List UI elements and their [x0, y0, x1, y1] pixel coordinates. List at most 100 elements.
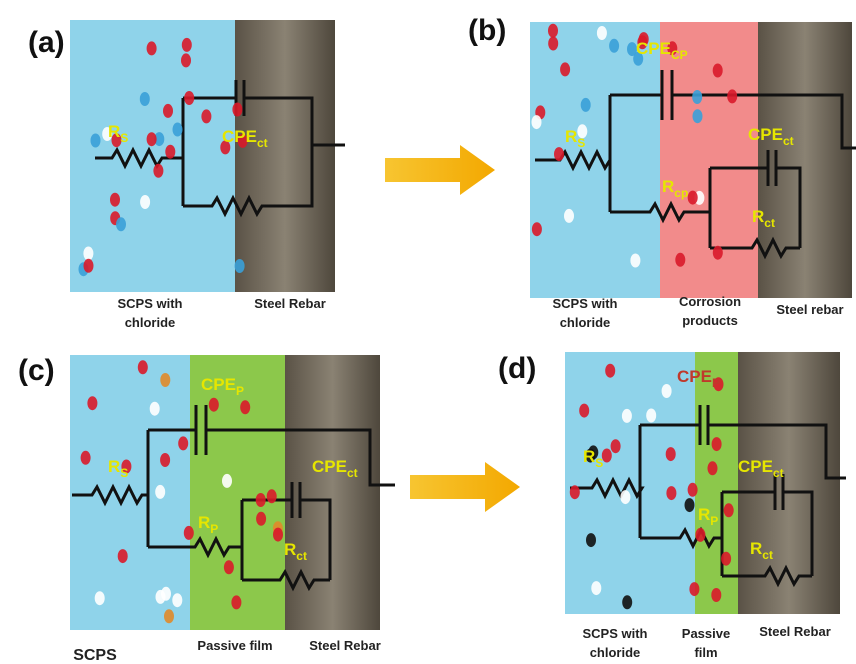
component-label: Rct: [750, 539, 773, 562]
particle: [80, 450, 91, 465]
transition-arrow: [410, 462, 520, 512]
particle: [646, 408, 657, 423]
region-label: Passive film: [197, 638, 272, 653]
particle: [633, 51, 644, 66]
particle: [605, 363, 616, 378]
particle: [165, 144, 176, 159]
component-subscript: P: [712, 376, 720, 390]
region-label: SCPS: [73, 647, 117, 664]
transition-arrow: [385, 145, 495, 195]
component-symbol: R: [565, 127, 577, 146]
particle: [622, 595, 633, 610]
particle: [687, 482, 698, 497]
particle: [667, 41, 678, 56]
component-label: Rct: [284, 540, 307, 563]
region-label: chloride: [125, 315, 176, 330]
panel-label: (c): [18, 354, 55, 387]
particle: [121, 459, 132, 474]
particle: [621, 408, 632, 423]
component-symbol: R: [752, 207, 764, 226]
solution-region: [70, 355, 190, 630]
component-subscript: ct: [773, 466, 784, 480]
particle: [160, 373, 171, 387]
component-symbol: CPE: [312, 457, 347, 476]
particle: [548, 36, 559, 51]
particle: [665, 447, 676, 462]
component-subscript: ct: [257, 136, 268, 150]
particle: [110, 192, 120, 207]
component-symbol: R: [750, 539, 762, 558]
particle: [153, 163, 164, 178]
particle: [184, 91, 195, 105]
particle: [711, 437, 722, 452]
region-label: chloride: [590, 645, 641, 660]
particle: [237, 133, 248, 148]
corrosion-region: [660, 22, 758, 298]
particle: [94, 591, 105, 606]
particle: [222, 473, 232, 488]
particle: [87, 396, 98, 411]
component-label: RS: [583, 447, 603, 470]
particle: [240, 400, 251, 415]
panel-label: (d): [498, 352, 536, 385]
component-subscript: ct: [764, 216, 775, 230]
panel-a: [70, 20, 345, 292]
circuit: [535, 70, 856, 260]
particle: [149, 401, 160, 416]
panel-d: [565, 352, 846, 614]
region-label: chloride: [560, 315, 611, 330]
particle: [146, 41, 157, 56]
particle: [723, 503, 734, 518]
particle: [273, 527, 283, 542]
particle: [139, 92, 150, 106]
circuit: [570, 405, 846, 588]
particle: [231, 595, 242, 610]
component-symbol: R: [108, 457, 120, 476]
particle: [684, 498, 695, 513]
component-label: Rct: [752, 207, 775, 230]
component-label: CPEct: [312, 457, 358, 480]
particle: [689, 582, 700, 597]
particle: [609, 38, 620, 53]
component-label: CPEct: [748, 125, 794, 148]
region-label: SCPS with: [582, 626, 647, 641]
particle: [548, 23, 558, 38]
region-label: Steel Rebar: [759, 624, 831, 639]
component-subscript: S: [120, 131, 128, 145]
region-label: products: [682, 313, 738, 328]
passive-film-region: [695, 352, 738, 614]
particle: [164, 609, 174, 624]
component-subscript: ct: [762, 548, 773, 562]
component-label: Rcp: [662, 177, 688, 200]
component-label: CPEP: [677, 367, 720, 390]
particle: [146, 132, 157, 147]
particle: [591, 581, 602, 596]
component-label: CPEct: [222, 127, 268, 150]
particle: [220, 140, 231, 155]
panel-c: [70, 355, 395, 630]
component-label: CPEct: [738, 457, 784, 480]
particle: [580, 97, 591, 112]
particle: [201, 109, 212, 124]
particle: [666, 486, 677, 501]
component-label: RS: [108, 457, 128, 480]
particle: [137, 360, 148, 375]
particle: [266, 489, 277, 504]
region-label: SCPS with: [117, 296, 182, 311]
component-subscript: P: [210, 522, 218, 536]
region-label: SCPS with: [552, 296, 617, 311]
particle: [713, 377, 724, 392]
component-symbol: CPE: [636, 39, 671, 58]
particle: [160, 453, 171, 467]
particle: [630, 253, 641, 268]
particle: [695, 527, 706, 542]
particle: [586, 533, 596, 548]
particle: [560, 62, 571, 77]
particle: [234, 259, 245, 273]
component-subscript: P: [710, 514, 718, 528]
region-label: Steel Rebar: [254, 296, 326, 311]
particle: [232, 102, 243, 117]
circuit: [95, 80, 345, 218]
steel-region: [738, 352, 840, 614]
